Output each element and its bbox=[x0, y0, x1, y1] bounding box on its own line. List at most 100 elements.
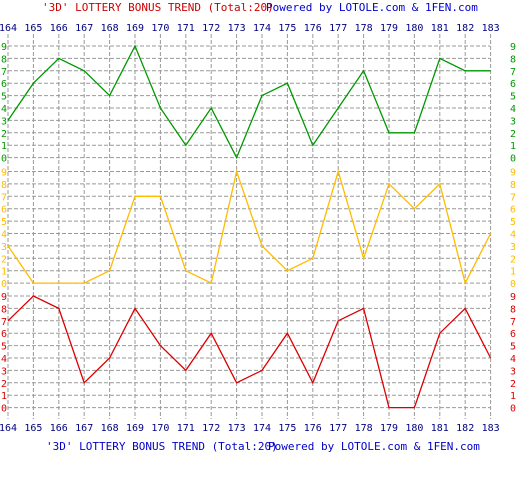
x-tick-label: 175 bbox=[278, 23, 296, 34]
x-tick-label: 164 bbox=[0, 423, 17, 434]
y-tick-label: 7 bbox=[510, 317, 516, 328]
y-tick-label: 7 bbox=[510, 192, 516, 203]
x-tick-label: 174 bbox=[253, 23, 271, 34]
y-tick-label: 4 bbox=[1, 230, 7, 241]
chart-caption-top: '3D' LOTTERY BONUS TREND (Total:20) bbox=[42, 1, 274, 14]
x-tick-label: 165 bbox=[24, 23, 42, 34]
y-tick-label: 8 bbox=[510, 54, 516, 65]
y-tick-label: 8 bbox=[1, 180, 7, 191]
x-tick-label: 172 bbox=[202, 423, 220, 434]
y-tick-label: 8 bbox=[510, 304, 516, 315]
y-tick-label: 0 bbox=[510, 404, 516, 415]
grid-lines bbox=[7, 34, 492, 419]
x-tick-label: 176 bbox=[304, 23, 322, 34]
issue-labels-top: 164 165 166 167 168 169 170 171 172 173 174 175 176 1… bbox=[0, 23, 500, 34]
y-tick-label: 7 bbox=[1, 317, 7, 328]
y-tick-label: 3 bbox=[1, 116, 7, 127]
y-tick-label: 9 bbox=[510, 292, 516, 303]
x-tick-label: 177 bbox=[329, 23, 347, 34]
y-tick-label: 2 bbox=[510, 254, 516, 265]
x-tick-label: 182 bbox=[456, 23, 474, 34]
series-line-top bbox=[7, 44, 491, 160]
y-tick-label: 1 bbox=[510, 267, 516, 278]
x-tick-label: 173 bbox=[228, 23, 246, 34]
x-tick-label: 176 bbox=[304, 423, 322, 434]
y-tick-label: 4 bbox=[510, 104, 516, 115]
powered-by-bottom: Powered by LOTOLE.com & 1FEN.com bbox=[268, 440, 480, 453]
series-lines bbox=[7, 44, 492, 409]
series-line-bottom bbox=[7, 295, 492, 409]
chart-caption-bottom: '3D' LOTTERY BONUS TREND (Total:20) bbox=[46, 440, 278, 453]
x-tick-label: 180 bbox=[405, 23, 423, 34]
x-tick-label: 178 bbox=[355, 423, 373, 434]
y-tick-label: 1 bbox=[1, 391, 7, 402]
y-tick-label: 0 bbox=[510, 279, 516, 290]
y-tick-label: 5 bbox=[1, 92, 7, 103]
y-tick-label: 7 bbox=[1, 192, 7, 203]
x-tick-label: 164 bbox=[0, 23, 17, 34]
chart-title-bottom: '3D' LOTTERY BONUS TREND (Total:20) Powe… bbox=[46, 440, 480, 453]
y-tick-label: 5 bbox=[510, 92, 516, 103]
y-tick-label: 6 bbox=[510, 79, 516, 90]
y-tick-label: 6 bbox=[1, 329, 7, 340]
x-tick-label: 180 bbox=[405, 423, 423, 434]
y-tick-label: 5 bbox=[510, 342, 516, 353]
y-tick-label: 3 bbox=[1, 242, 7, 253]
y-tick-label: 5 bbox=[1, 217, 7, 228]
y-tick-label: 1 bbox=[510, 141, 516, 152]
x-tick-label: 179 bbox=[380, 423, 398, 434]
y-tick-label: 9 bbox=[510, 168, 516, 179]
y-tick-label: 9 bbox=[1, 168, 7, 179]
x-tick-label: 169 bbox=[126, 23, 144, 34]
x-tick-label: 171 bbox=[177, 23, 195, 34]
x-tick-label: 168 bbox=[101, 23, 119, 34]
x-tick-label: 181 bbox=[431, 23, 449, 34]
y-tick-label: 5 bbox=[510, 217, 516, 228]
x-tick-label: 170 bbox=[151, 23, 169, 34]
y-tick-label: 2 bbox=[1, 129, 7, 140]
x-tick-label: 168 bbox=[101, 423, 119, 434]
x-tick-label: 178 bbox=[355, 23, 373, 34]
x-tick-label: 182 bbox=[456, 423, 474, 434]
y-tick-label: 4 bbox=[1, 354, 7, 365]
y-tick-label: 0 bbox=[1, 404, 7, 415]
y-tick-label: 7 bbox=[510, 67, 516, 78]
x-tick-label: 167 bbox=[75, 23, 93, 34]
y-tick-label: 3 bbox=[510, 116, 516, 127]
y-tick-label: 9 bbox=[1, 42, 7, 53]
x-tick-label: 170 bbox=[151, 423, 169, 434]
x-tick-label: 165 bbox=[24, 423, 42, 434]
x-tick-label: 173 bbox=[228, 423, 246, 434]
x-tick-label: 167 bbox=[75, 423, 93, 434]
x-tick-label: 183 bbox=[482, 23, 500, 34]
issue-labels-bottom: 164 165 166 167 168 169 170 171 172 173 174 175 176 1… bbox=[0, 423, 500, 434]
y-tick-label: 2 bbox=[1, 379, 7, 390]
y-tick-label: 1 bbox=[1, 267, 7, 278]
y-tick-label: 0 bbox=[1, 154, 7, 165]
y-tick-label: 3 bbox=[510, 366, 516, 377]
y-tick-label: 1 bbox=[510, 391, 516, 402]
y-tick-label: 3 bbox=[1, 366, 7, 377]
y-tick-label: 4 bbox=[510, 354, 516, 365]
y-tick-label: 0 bbox=[510, 154, 516, 165]
y-tick-label: 6 bbox=[1, 79, 7, 90]
y-tick-label: 0 bbox=[1, 279, 7, 290]
y-tick-label: 6 bbox=[510, 329, 516, 340]
powered-by-top: Powered by LOTOLE.com & 1FEN.com bbox=[266, 1, 478, 14]
y-tick-label: 2 bbox=[1, 254, 7, 265]
y-tick-label: 2 bbox=[510, 129, 516, 140]
series-line-middle bbox=[7, 169, 492, 285]
y-tick-label: 6 bbox=[510, 205, 516, 216]
x-tick-label: 183 bbox=[482, 423, 500, 434]
y-tick-label: 9 bbox=[1, 292, 7, 303]
y-tick-label: 8 bbox=[1, 304, 7, 315]
y-tick-label: 2 bbox=[510, 379, 516, 390]
x-tick-label: 169 bbox=[126, 423, 144, 434]
x-tick-label: 166 bbox=[50, 423, 68, 434]
x-tick-label: 172 bbox=[202, 23, 220, 34]
y-tick-label: 3 bbox=[510, 242, 516, 253]
y-tick-label: 6 bbox=[1, 205, 7, 216]
x-tick-label: 177 bbox=[329, 423, 347, 434]
